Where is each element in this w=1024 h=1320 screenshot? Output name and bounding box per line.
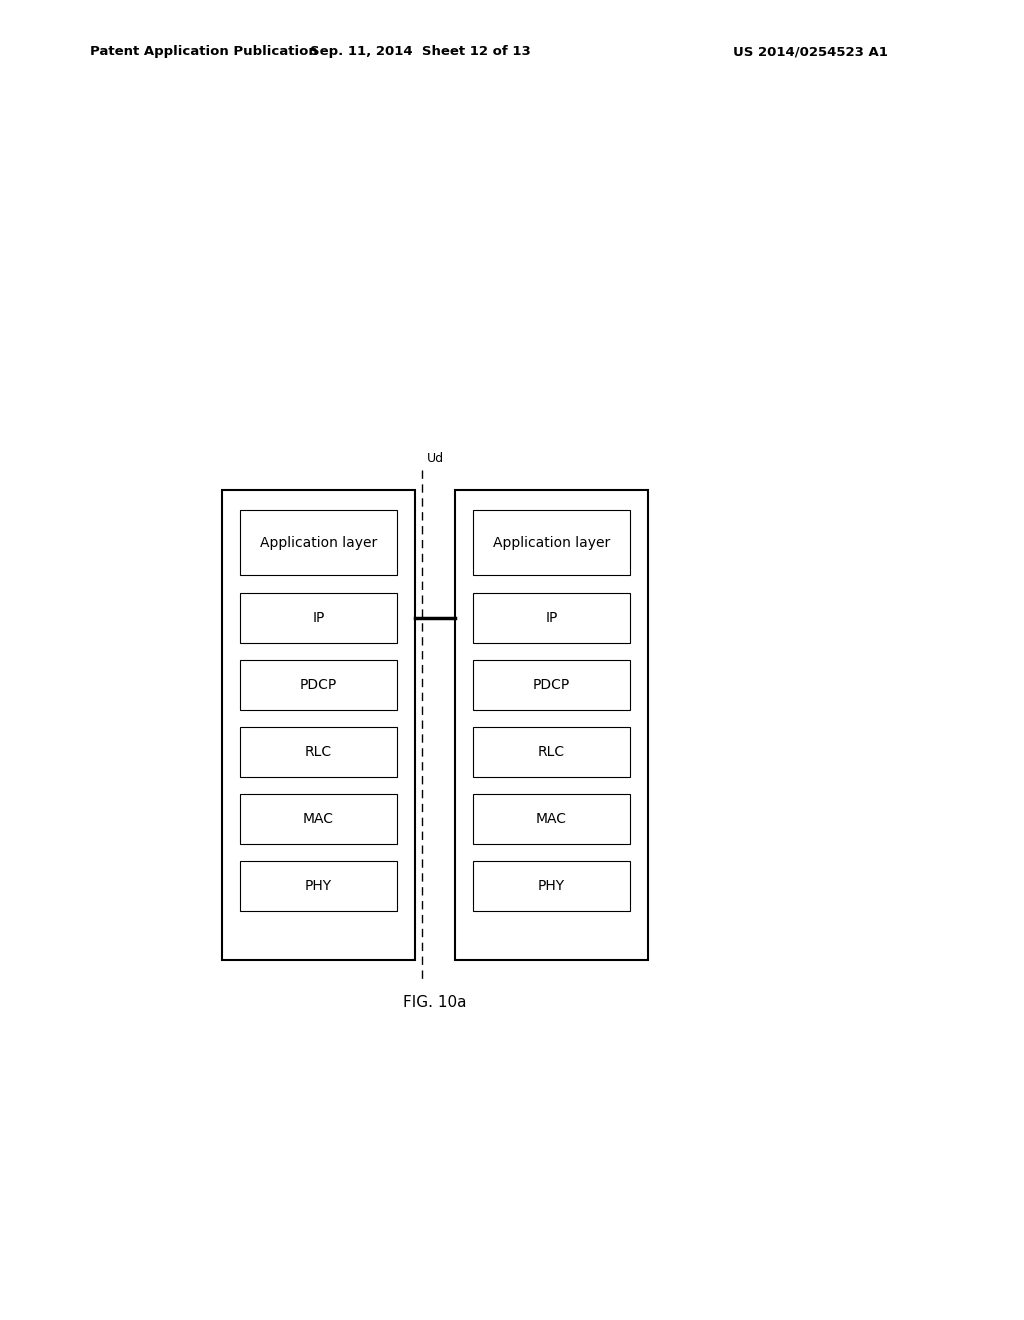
- Text: Ud: Ud: [427, 451, 444, 465]
- Text: RLC: RLC: [538, 744, 565, 759]
- Bar: [473, 861, 630, 911]
- Bar: [222, 490, 415, 960]
- Bar: [473, 593, 630, 643]
- Bar: [455, 490, 648, 960]
- Bar: [240, 510, 397, 576]
- Text: Application layer: Application layer: [260, 536, 377, 549]
- Text: Sep. 11, 2014  Sheet 12 of 13: Sep. 11, 2014 Sheet 12 of 13: [309, 45, 530, 58]
- Text: IP: IP: [546, 611, 558, 624]
- Bar: [473, 510, 630, 576]
- Text: IP: IP: [312, 611, 325, 624]
- Bar: [240, 861, 397, 911]
- Text: MAC: MAC: [536, 812, 567, 826]
- Bar: [473, 660, 630, 710]
- Text: PDCP: PDCP: [532, 678, 570, 692]
- Text: PHY: PHY: [538, 879, 565, 894]
- Text: FIG. 10a: FIG. 10a: [403, 995, 467, 1010]
- Text: Patent Application Publication: Patent Application Publication: [90, 45, 317, 58]
- Text: Application layer: Application layer: [493, 536, 610, 549]
- Text: MAC: MAC: [303, 812, 334, 826]
- Bar: [240, 593, 397, 643]
- Bar: [240, 795, 397, 843]
- Bar: [240, 727, 397, 777]
- Bar: [473, 727, 630, 777]
- Bar: [240, 660, 397, 710]
- Bar: [473, 795, 630, 843]
- Text: RLC: RLC: [305, 744, 332, 759]
- Text: US 2014/0254523 A1: US 2014/0254523 A1: [732, 45, 888, 58]
- Text: PHY: PHY: [305, 879, 332, 894]
- Text: PDCP: PDCP: [300, 678, 337, 692]
